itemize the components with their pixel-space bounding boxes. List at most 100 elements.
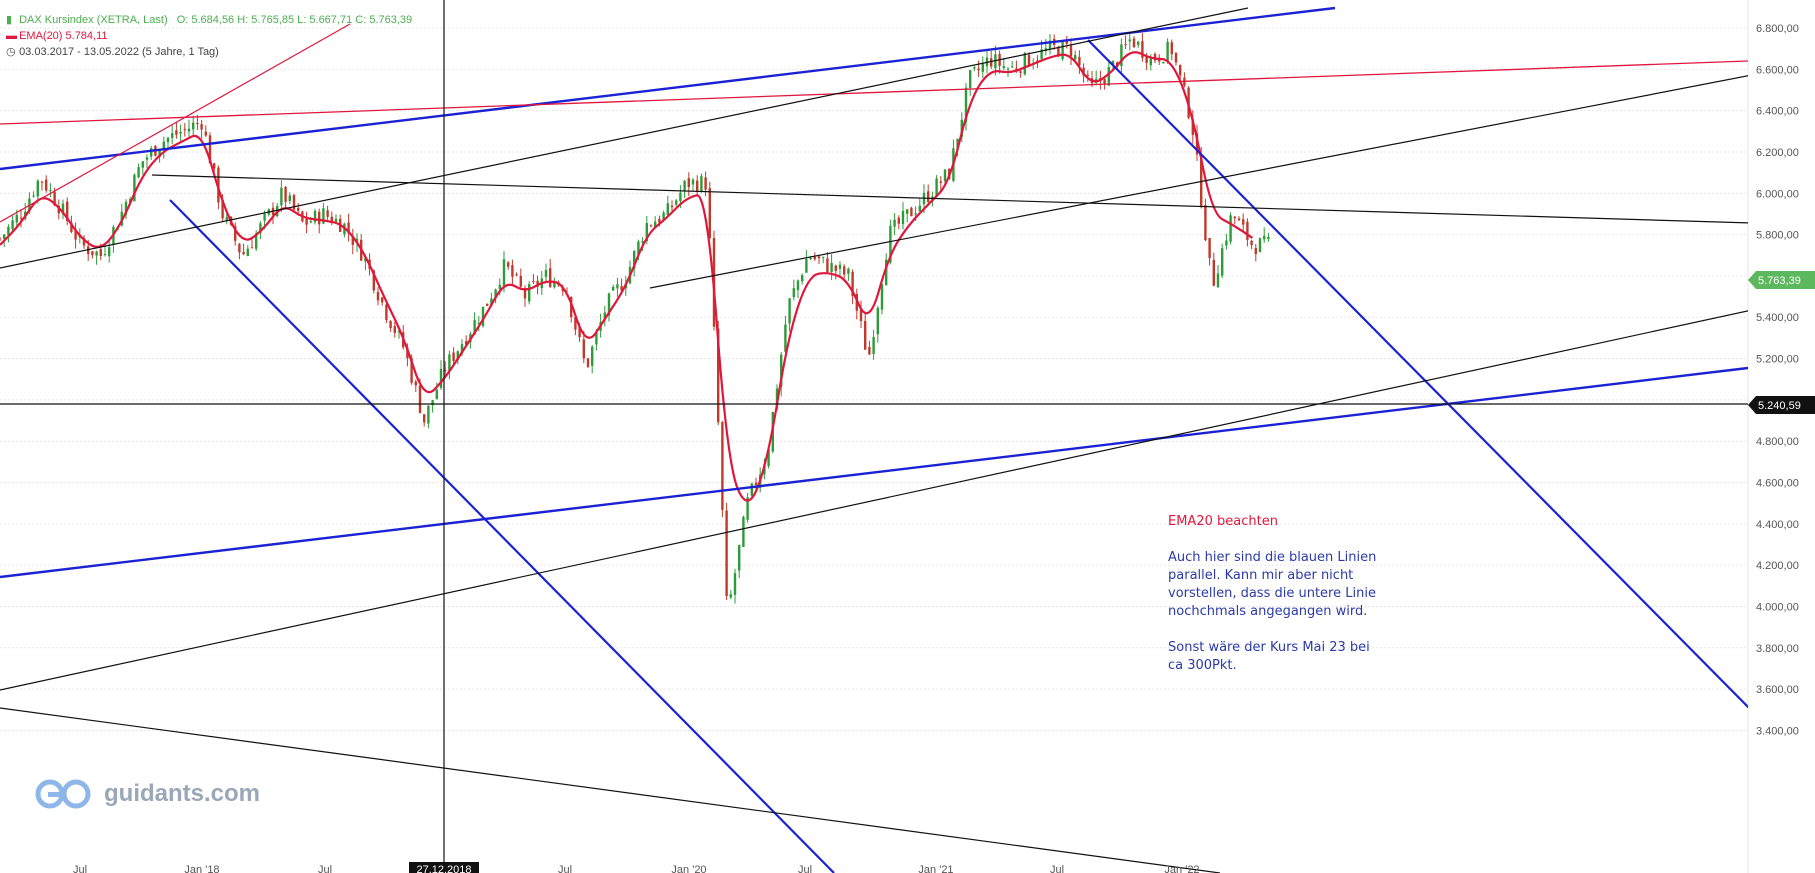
candle-body (738, 544, 741, 571)
candle-body (570, 297, 573, 318)
candle-body (1120, 44, 1123, 67)
blue-descending-trendline-2021[interactable] (1087, 39, 1752, 711)
candle-body (297, 207, 300, 211)
candle-body (889, 225, 892, 263)
red-horizontal-trendline[interactable] (0, 60, 1748, 125)
y-tick-label: 6.600,00 (1756, 64, 1799, 76)
candle-body (1267, 236, 1270, 239)
candle-body (263, 214, 266, 221)
candle-body (805, 259, 808, 273)
candle-body (288, 195, 291, 202)
candle-body (666, 203, 669, 216)
candle-body (414, 381, 417, 386)
candle-body (784, 324, 787, 352)
candle-body (465, 341, 468, 345)
candle-body (507, 262, 510, 267)
candle-body (141, 161, 144, 168)
chart-legend: ▮ DAX Kursindex (XETRA, Last) O: 5.684,5… (6, 12, 412, 60)
candle-body (444, 369, 447, 372)
black-rising-trendline-lower[interactable] (0, 310, 1752, 691)
candle-body (32, 195, 35, 197)
blue-upper-trendline[interactable] (0, 6, 1336, 171)
candle-body (830, 262, 833, 272)
black-rising-trendline-middle[interactable] (649, 75, 1752, 289)
candle-body (633, 251, 636, 269)
red-steep-trendline[interactable] (0, 23, 351, 223)
candle-body (725, 510, 728, 597)
candle-body (150, 148, 153, 157)
blue-lower-trendline[interactable] (0, 366, 1748, 579)
candle-body (788, 298, 791, 324)
candle-body (171, 133, 174, 138)
candle-body (1111, 60, 1115, 66)
candle-body (385, 304, 388, 321)
candle-body (1170, 42, 1173, 55)
candle-body (410, 358, 413, 383)
candle-body (498, 284, 501, 290)
candle-body (326, 210, 329, 217)
candle-body (347, 222, 350, 234)
x-tick-label: Jul (558, 864, 572, 873)
candle-body (1145, 55, 1148, 63)
candle-body (578, 326, 581, 338)
black-flat-trendline[interactable] (151, 174, 1752, 224)
candle-body (918, 205, 921, 211)
candle-body (330, 216, 333, 224)
y-tick-label: 4.800,00 (1756, 436, 1799, 448)
y-tick-label: 6.400,00 (1756, 106, 1799, 118)
candle-body (502, 259, 506, 287)
grid (0, 27, 1748, 731)
candle-body (1204, 205, 1207, 241)
ema-label[interactable]: EMA(20) 5.784,11 (19, 30, 108, 42)
candle-body (822, 256, 825, 258)
instrument-label[interactable]: DAX Kursindex (XETRA, Last) (19, 14, 168, 26)
x-tick-labels: Jul Jan '18 Jul 27.12.2018 Jul Jan '20 Jul Jan … (73, 862, 1200, 873)
candle-body (574, 317, 577, 330)
trendlines[interactable] (0, 0, 1752, 873)
candle-body (868, 346, 871, 355)
candle-body (473, 320, 476, 335)
candle-body (1027, 54, 1031, 67)
candle-body (1082, 67, 1085, 76)
candle-body (334, 218, 338, 223)
candle-body (1137, 41, 1140, 46)
candle-body (935, 178, 938, 197)
candle-body (423, 414, 426, 423)
candle-body (960, 119, 963, 137)
candle-body (544, 269, 548, 277)
candle-body (255, 233, 258, 249)
candle-body (885, 259, 888, 286)
y-tick-label: 5.800,00 (1756, 230, 1799, 242)
candle-body (162, 141, 165, 151)
candle-body (19, 217, 23, 219)
date-range-label[interactable]: 03.03.2017 - 13.05.2022 (5 Jahre, 1 Tag) (19, 46, 219, 58)
candle-body (70, 222, 73, 233)
black-rising-trendline-upper[interactable] (0, 7, 1249, 269)
candle-body (683, 180, 686, 192)
x-tick-label: Jan '18 (184, 864, 219, 873)
level-price-tag: 5.240,59 (1748, 396, 1815, 414)
candle-body (393, 326, 396, 333)
black-falling-trendline[interactable] (0, 707, 1221, 873)
candle-body (801, 275, 804, 282)
candle-body (225, 217, 228, 221)
candle-body (717, 328, 720, 423)
candle-body (549, 268, 552, 287)
candle-body (872, 337, 875, 354)
candle-body (1254, 248, 1257, 254)
candle-body (158, 149, 161, 158)
candle-body (939, 181, 942, 183)
y-axis-panel (1748, 0, 1815, 873)
candle-body (658, 218, 661, 223)
candle-body (179, 131, 182, 134)
candle-body (876, 307, 879, 335)
y-tick-label: 3.800,00 (1756, 643, 1799, 655)
candle-body (477, 322, 480, 324)
x-tick-label: Jul (318, 864, 332, 873)
candle-body (192, 122, 195, 130)
blue-descending-trendline-2018[interactable] (169, 199, 835, 873)
candle-body (603, 312, 606, 320)
candle-body (1200, 154, 1203, 207)
candle-body (200, 124, 203, 130)
